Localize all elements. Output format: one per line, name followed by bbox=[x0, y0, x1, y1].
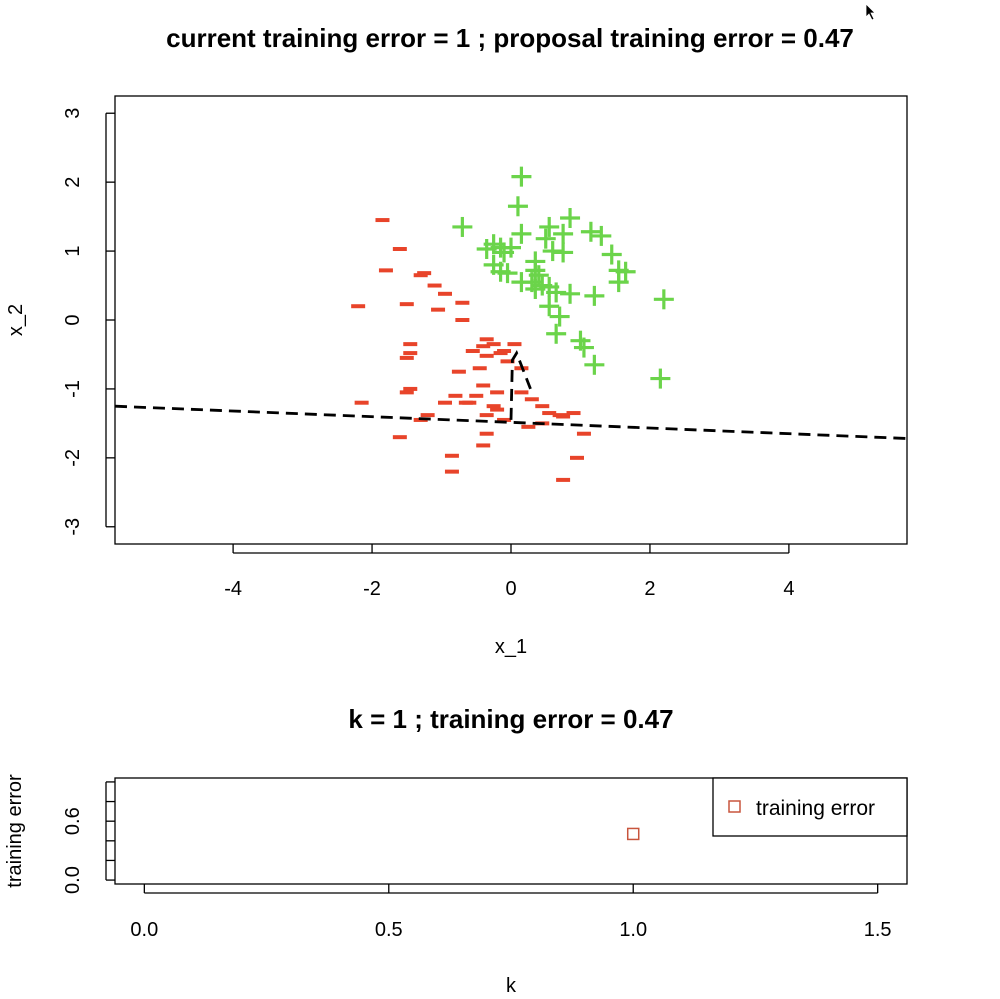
x-tick-label: -2 bbox=[363, 578, 381, 600]
top-y-axis-label: x_2 bbox=[5, 304, 27, 336]
plus-point bbox=[584, 354, 605, 375]
decision-boundary-plot: current training error = 1 ; proposal tr… bbox=[5, 23, 908, 658]
mouse-pointer-icon bbox=[865, 3, 876, 21]
plus-point bbox=[494, 242, 515, 263]
plus-point bbox=[535, 228, 556, 249]
legend-box bbox=[712, 777, 908, 837]
plus-point bbox=[580, 221, 601, 242]
plus-point bbox=[452, 216, 473, 237]
normal-vector-line bbox=[509, 349, 532, 420]
plus-point bbox=[573, 337, 594, 358]
plus-point bbox=[525, 260, 546, 281]
y-tick-label: -1 bbox=[62, 380, 84, 398]
legend: training error bbox=[712, 777, 908, 837]
plus-point bbox=[601, 244, 622, 265]
training-error-point bbox=[626, 827, 640, 841]
plus-point bbox=[511, 223, 532, 244]
x-tick-label: 1.5 bbox=[864, 919, 892, 941]
plus-point bbox=[549, 306, 570, 327]
plus-point bbox=[511, 166, 532, 187]
plus-point bbox=[539, 296, 560, 317]
top-plot-title: current training error = 1 ; proposal tr… bbox=[166, 23, 854, 53]
training-error-plot: k = 1 ; training error = 0.47 0.0 0.5 1.0 1… bbox=[4, 704, 908, 997]
plus-point bbox=[511, 272, 532, 293]
y-tick-label: -2 bbox=[62, 449, 84, 467]
x-tick-label: 2 bbox=[644, 578, 655, 600]
plus-point bbox=[653, 289, 674, 310]
y-tick-label: 0 bbox=[62, 314, 84, 325]
top-plot-marks bbox=[114, 166, 908, 482]
plus-point bbox=[615, 261, 636, 282]
x-tick-label: 0.0 bbox=[130, 919, 158, 941]
bottom-plot-axes: 0.0 0.5 1.0 1.5 0.0 0.6 bbox=[62, 781, 892, 941]
y-tick-label: 2 bbox=[62, 177, 84, 188]
plus-point bbox=[608, 272, 629, 293]
plus-point bbox=[650, 368, 671, 389]
x-tick-label: 4 bbox=[783, 578, 794, 600]
x-tick-label: -4 bbox=[224, 578, 242, 600]
x-tick-label: 0 bbox=[505, 578, 516, 600]
top-x-axis-label: x_1 bbox=[495, 636, 527, 658]
legend-marker-icon bbox=[728, 800, 741, 813]
y-tick-label: 3 bbox=[62, 108, 84, 119]
bottom-x-axis-label: k bbox=[506, 975, 517, 997]
top-plot-frame bbox=[114, 95, 908, 545]
plus-point bbox=[591, 225, 612, 246]
bottom-plot-marks bbox=[626, 827, 640, 841]
bottom-y-axis-label: training error bbox=[4, 774, 26, 888]
plus-point bbox=[546, 323, 567, 344]
y-tick-label: 1 bbox=[62, 246, 84, 257]
x-tick-label: 0.5 bbox=[375, 919, 403, 941]
plus-point bbox=[507, 196, 528, 217]
plus-point bbox=[497, 263, 518, 284]
plus-point bbox=[539, 216, 560, 237]
plus-point bbox=[553, 223, 574, 244]
plus-point bbox=[476, 239, 497, 260]
y-tick-label: 0.6 bbox=[62, 807, 84, 835]
plus-point bbox=[525, 278, 546, 299]
plus-point bbox=[584, 285, 605, 306]
y-tick-label: 0.0 bbox=[62, 866, 84, 894]
x-tick-label: 1.0 bbox=[619, 919, 647, 941]
bottom-plot-title: k = 1 ; training error = 0.47 bbox=[348, 704, 673, 734]
plus-point bbox=[560, 283, 581, 304]
y-tick-label: -3 bbox=[62, 518, 84, 536]
plus-point bbox=[553, 242, 574, 263]
legend-label: training error bbox=[756, 797, 875, 820]
top-plot-axes: -4 -2 0 2 4 -3 -2 -1 0 1 2 3 bbox=[62, 108, 794, 600]
plus-point bbox=[560, 207, 581, 228]
